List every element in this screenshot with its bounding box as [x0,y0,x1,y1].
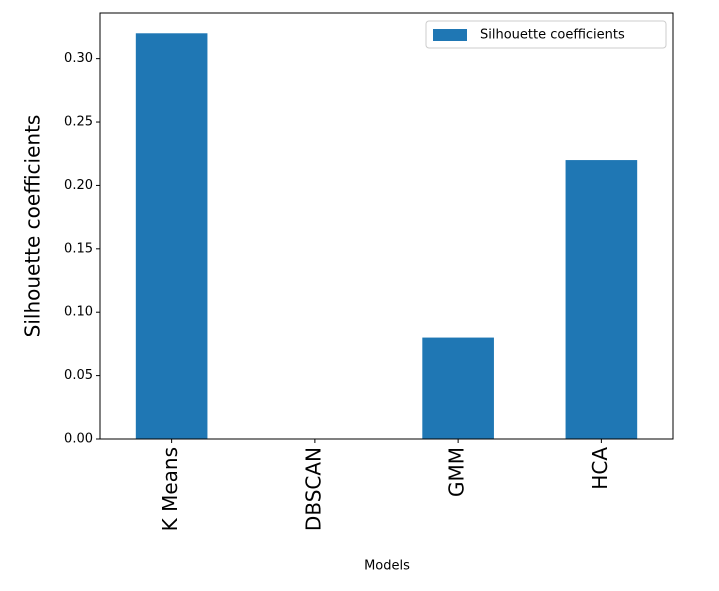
y-tick-label: 0.30 [64,51,93,66]
legend-label: Silhouette coefficients [480,28,625,43]
bar [135,33,208,440]
plot-frame [99,12,674,440]
x-tick-label: HCA [588,447,612,490]
y-tick-label: 0.00 [64,432,93,447]
y-tick-label: 0.10 [64,305,93,320]
legend-box [425,20,667,49]
x-tick-label: K Means [158,447,182,531]
x-tick-label: DBSCAN [301,447,325,531]
y-tick-label: 0.25 [64,115,93,130]
x-tick-label: GMM [445,447,469,497]
legend-swatch [433,29,467,41]
y-tick-label: 0.20 [64,178,93,193]
bar [565,160,638,440]
y-tick-label: 0.05 [64,368,93,383]
y-axis-label: Silhouette coefficients [21,115,45,338]
y-tick-label: 0.15 [64,241,93,256]
x-axis-label: Models [364,559,410,574]
bar [422,337,494,439]
